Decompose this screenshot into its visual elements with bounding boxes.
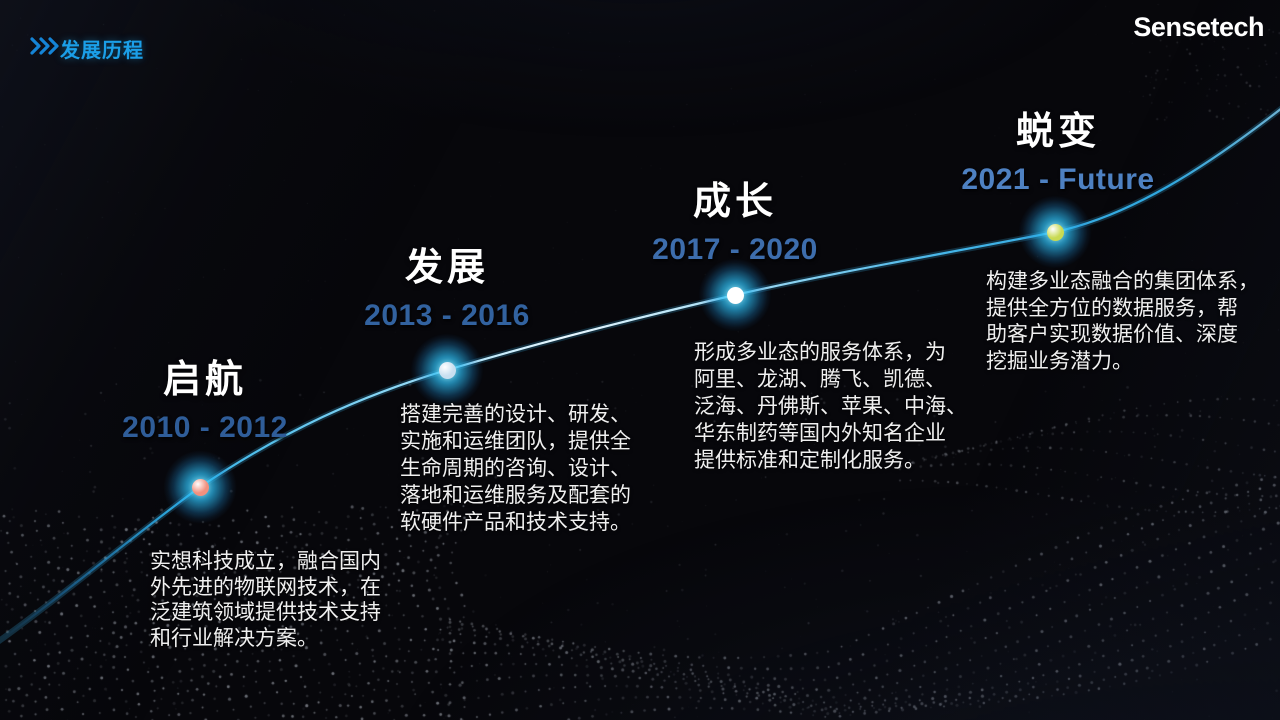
description-line: 实想科技成立，融合国内: [150, 550, 381, 573]
milestone-title: 启航: [162, 359, 247, 401]
milestone-description: 形成多业态的服务体系，为 阿里、龙湖、腾飞、凯德、 泛海、丹佛斯、苹果、中海、 …: [694, 339, 967, 474]
description-line: 外先进的物联网技术，在: [150, 575, 381, 599]
description-line: 华东制药等国内外知名企业: [694, 422, 946, 445]
milestone-label: 蜕变 2021 - Future: [888, 110, 1228, 197]
description-line: 实施和运维团队，提供全: [400, 430, 631, 453]
milestone-description: 搭建完善的设计、研发、 实施和运维团队，提供全 生命周期的咨询、设计、 落地和运…: [400, 401, 631, 536]
milestone-title: 发展: [404, 247, 489, 289]
description-line: 构建多业态融合的集团体系，: [986, 270, 1259, 293]
milestone-description: 实想科技成立，融合国内 外先进的物联网技术，在 泛建筑领域提供技术支持 和行业解…: [150, 549, 381, 651]
milestone-period: 2017 - 2020: [652, 233, 818, 266]
description-line: 和行业解决方案。: [150, 626, 318, 650]
description-line: 搭建完善的设计、研发、: [400, 403, 631, 426]
description-line: 助客户实现数据价值、深度: [986, 323, 1238, 346]
milestone-period: 2013 - 2016: [364, 299, 530, 332]
brand-logo: Sensetech: [1133, 12, 1264, 42]
milestone-title: 蜕变: [1015, 111, 1100, 153]
triple-chevron-right-icon: [30, 37, 59, 55]
description-line: 提供全方位的数据服务，帮: [986, 296, 1238, 320]
milestone-label: 启航 2010 - 2012: [35, 358, 375, 445]
milestone-title: 成长: [692, 181, 777, 223]
description-line: 落地和运维服务及配套的: [400, 484, 631, 507]
description-line: 泛建筑领域提供技术支持: [150, 601, 381, 624]
milestone-label: 成长 2017 - 2020: [565, 180, 905, 267]
description-line: 提供标准和定制化服务。: [694, 449, 925, 472]
milestone-label: 发展 2013 - 2016: [277, 246, 617, 333]
milestone-period: 2010 - 2012: [122, 411, 288, 444]
page-title: 发展历程: [60, 40, 144, 62]
description-line: 生命周期的咨询、设计、: [400, 457, 631, 480]
description-line: 泛海、丹佛斯、苹果、中海、: [694, 395, 967, 418]
description-line: 挖掘业务潜力。: [986, 349, 1133, 373]
description-line: 软硬件产品和技术支持。: [400, 511, 631, 534]
description-line: 形成多业态的服务体系，为: [694, 341, 946, 364]
milestone-description: 构建多业态融合的集团体系， 提供全方位的数据服务，帮 助客户实现数据价值、深度 …: [986, 269, 1259, 375]
milestone-period: 2021 - Future: [961, 163, 1155, 196]
description-line: 阿里、龙湖、腾飞、凯德、: [694, 368, 946, 391]
